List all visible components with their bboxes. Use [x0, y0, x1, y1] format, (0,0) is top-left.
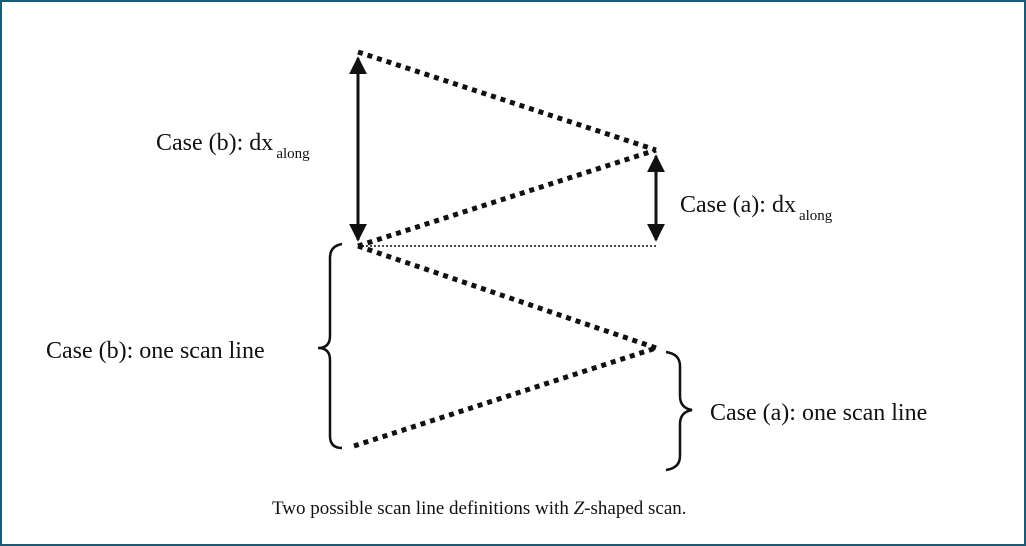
scan-segment-return-up	[357, 147, 657, 249]
label-case-a-dx: Case (a): dx along	[680, 192, 833, 224]
scan-segment-bottom	[353, 345, 657, 449]
figure-caption: Two possible scan line definitions with …	[272, 498, 687, 519]
scan-segment-lower-down	[357, 243, 657, 351]
brace-case-b	[317, 242, 343, 450]
label-case-b-dx: Case (b): dx along	[156, 130, 310, 162]
label-case-b-scan-line: Case (b): one scan line	[46, 338, 265, 364]
scan-segment-top	[357, 49, 657, 153]
brace-case-a	[665, 350, 693, 472]
label-case-a-scan-line: Case (a): one scan line	[710, 400, 927, 426]
